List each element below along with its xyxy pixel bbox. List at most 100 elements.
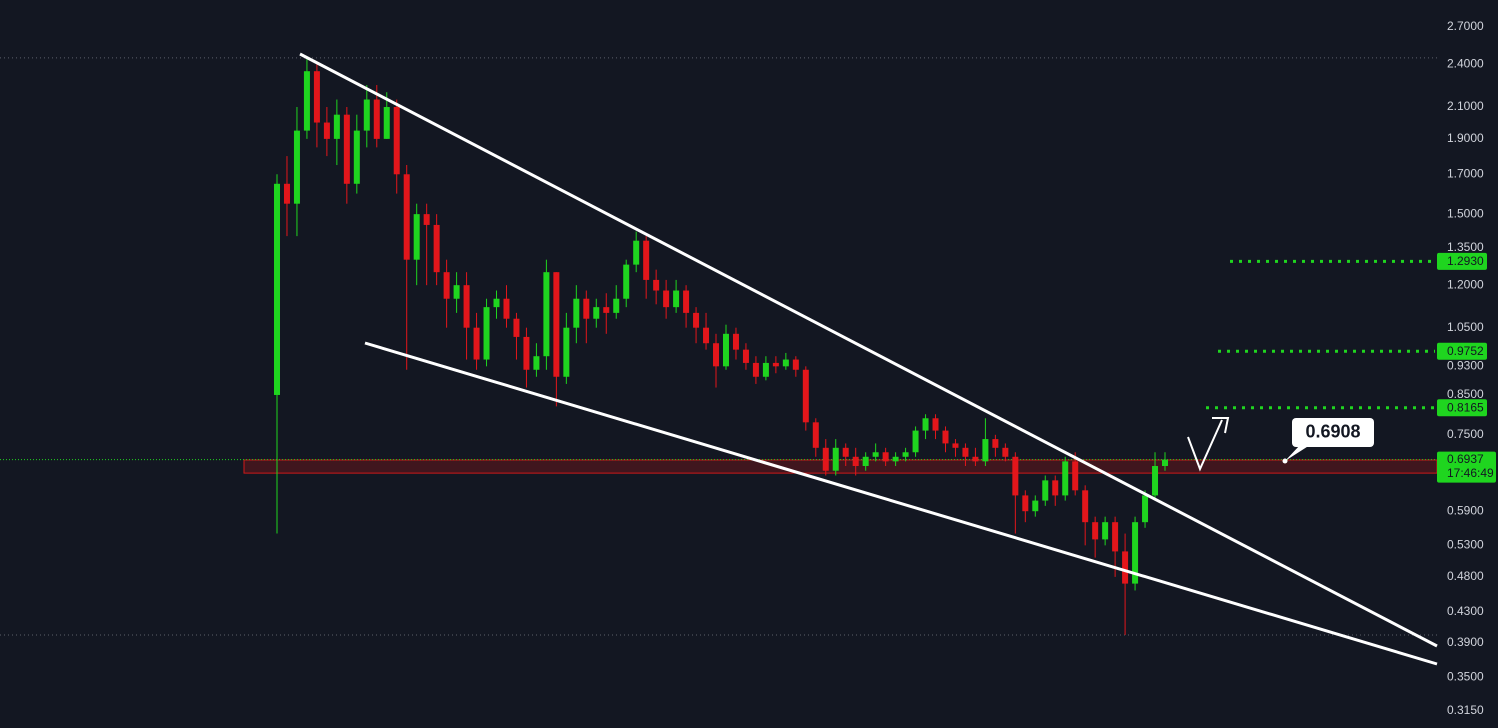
y-tick-label: 0.5300: [1447, 538, 1484, 552]
candle-body: [693, 312, 700, 328]
target-label-box: [1437, 252, 1487, 270]
candle-body: [473, 327, 480, 360]
candle-body: [303, 71, 310, 131]
candle-body: [742, 349, 749, 363]
y-tick-label: 2.4000: [1447, 57, 1484, 71]
candle-body: [293, 130, 300, 204]
last-price-box: [1437, 451, 1496, 483]
last-price-label: 0.6937: [1447, 452, 1484, 466]
candle-body: [403, 174, 410, 260]
candle-body: [1052, 480, 1059, 496]
candle-body: [722, 333, 729, 367]
candle-body: [962, 447, 969, 457]
candle-body: [732, 333, 739, 350]
y-tick-label: 0.3900: [1447, 635, 1484, 649]
target-label-box: [1437, 342, 1487, 360]
candle-body: [703, 327, 710, 344]
candle-body: [593, 307, 600, 319]
y-tick-label: 1.3500: [1447, 240, 1484, 254]
candle-body: [393, 107, 400, 175]
y-tick-label: 0.3150: [1447, 703, 1484, 717]
candle-body: [363, 99, 370, 131]
candle-body: [1022, 495, 1029, 512]
candle-body: [1032, 500, 1039, 512]
candle-body: [822, 447, 829, 471]
upper-trendline: [299, 52, 1438, 648]
candle-body: [633, 240, 640, 265]
candle-body: [333, 114, 340, 139]
candle-body: [413, 214, 420, 260]
candle-body: [573, 298, 580, 328]
candle-body: [533, 356, 540, 370]
target-label: 0.8165: [1447, 400, 1484, 414]
support-zone: [243, 459, 1438, 474]
candle-body: [992, 439, 999, 448]
y-tick-label: 0.7500: [1447, 427, 1484, 441]
candles: [274, 57, 1168, 635]
candle-body: [792, 359, 799, 370]
target-label: 0.9752: [1447, 344, 1484, 358]
candle-body: [942, 430, 949, 444]
candle-body: [772, 362, 779, 367]
candle-body: [433, 224, 440, 273]
projection-arrow: [1187, 419, 1223, 472]
candle-body: [274, 183, 280, 395]
target-label: 1.2930: [1447, 254, 1484, 268]
y-tick-label: 0.4300: [1447, 604, 1484, 618]
candle-body: [932, 418, 939, 431]
candle-body: [872, 452, 879, 457]
y-tick-label: 0.5900: [1447, 503, 1484, 517]
candle-body: [1132, 522, 1139, 584]
candle-body: [453, 285, 460, 299]
candle-body: [483, 307, 490, 360]
candle-body: [283, 183, 290, 204]
candle-body: [1152, 466, 1159, 496]
candle-body: [1082, 490, 1089, 523]
candle-body: [653, 279, 660, 291]
y-tick-label: 2.1000: [1447, 99, 1484, 113]
candle-body: [523, 336, 530, 370]
candle-body: [1042, 480, 1049, 501]
candle-body: [583, 298, 590, 319]
y-tick-label: 1.2000: [1447, 277, 1484, 291]
candle-body: [713, 343, 720, 367]
candle-body: [1162, 459, 1168, 467]
candle-body: [952, 443, 959, 448]
candle-body: [323, 122, 330, 139]
candle-body: [493, 298, 500, 308]
candle-body: [982, 439, 989, 462]
candle-body: [623, 264, 630, 299]
candle-body: [673, 290, 680, 308]
candle-body: [1092, 522, 1099, 540]
front-layer: 2.7000 2.4000 2.1000 1.9000 1.7000 1.5000 1.35…: [1206, 19, 1496, 717]
candle-body: [613, 298, 620, 313]
candle-body: [892, 456, 899, 462]
candle-body: [862, 456, 869, 467]
candle-body: [1122, 551, 1129, 584]
candle-body: [912, 430, 919, 453]
candle-body: [752, 362, 759, 377]
lower-trendline: [364, 341, 1438, 666]
candle-body: [463, 285, 470, 328]
candle-body: [832, 447, 839, 471]
candle-body: [553, 272, 560, 377]
candle-body: [972, 456, 979, 462]
candle-body: [343, 114, 350, 184]
candle-body: [373, 99, 380, 139]
candle-body: [882, 452, 889, 462]
candle-body: [902, 452, 909, 457]
candle-body: [922, 418, 929, 431]
y-tick-label: 2.7000: [1447, 19, 1484, 33]
candle-body: [1102, 522, 1109, 540]
candle-body: [1142, 495, 1149, 523]
callout-label: 0.6908: [1305, 422, 1360, 442]
candle-body: [683, 290, 690, 313]
candle-body: [1072, 461, 1079, 491]
candle-body: [563, 327, 570, 377]
candle-body: [852, 456, 859, 467]
candle-body: [443, 272, 450, 299]
candle-body: [1062, 461, 1069, 496]
candle-body: [383, 107, 390, 139]
candle-body: [812, 422, 819, 448]
